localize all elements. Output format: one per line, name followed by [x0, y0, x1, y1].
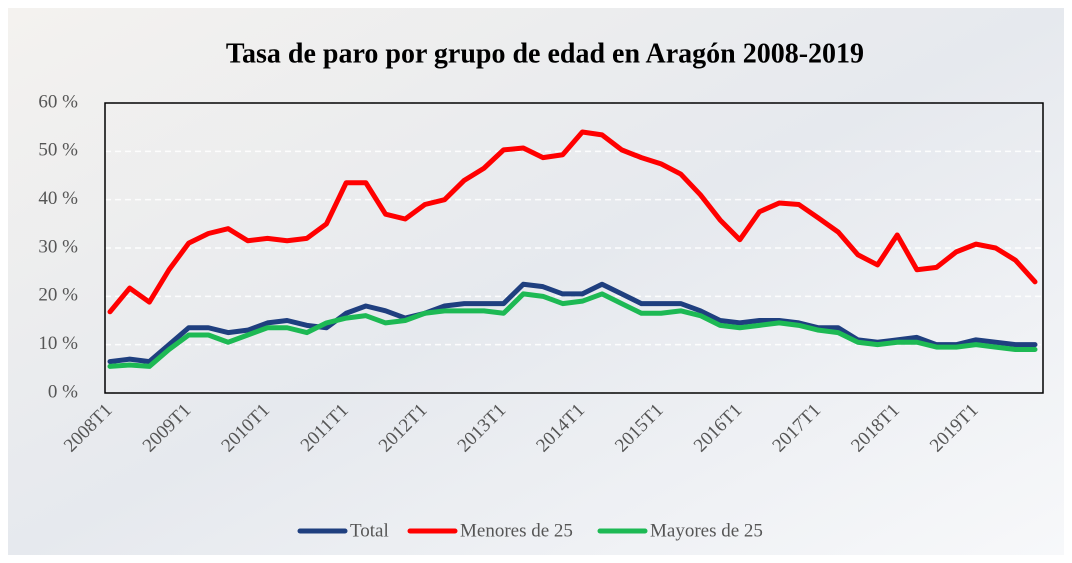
y-tick-label: 40 % — [38, 188, 78, 209]
y-tick-label: 20 % — [38, 285, 78, 306]
chart: Tasa de paro por grupo de edad en Aragón… — [0, 0, 1072, 563]
page: {"chart_data": {"type": "line", "title":… — [0, 0, 1072, 563]
legend-label: Total — [350, 520, 389, 541]
y-tick-label: 10 % — [38, 333, 78, 354]
legend-label: Menores de 25 — [460, 520, 573, 541]
chart-bg — [8, 8, 1064, 555]
y-tick-label: 50 % — [38, 140, 78, 161]
legend-label: Mayores de 25 — [650, 520, 763, 541]
chart-title: Tasa de paro por grupo de edad en Aragón… — [226, 38, 864, 69]
y-tick-label: 0 % — [48, 381, 78, 402]
y-tick-label: 60 % — [38, 91, 78, 112]
y-tick-label: 30 % — [38, 236, 78, 257]
